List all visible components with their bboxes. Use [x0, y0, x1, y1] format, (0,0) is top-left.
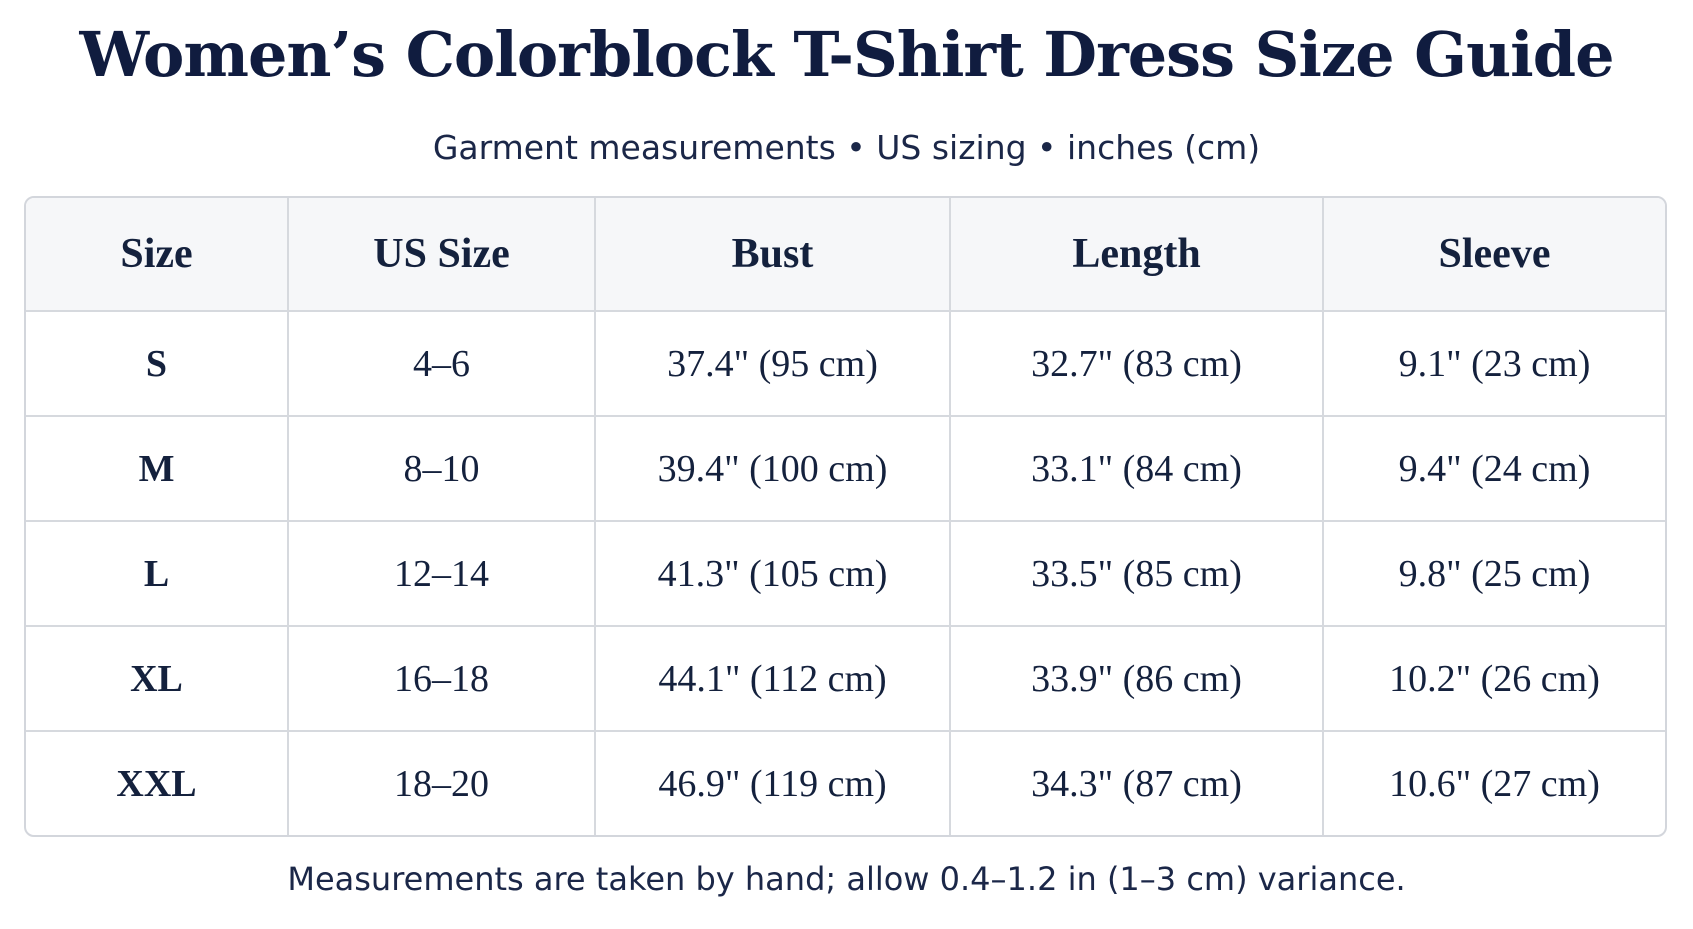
- table-cell: 8–10: [289, 417, 596, 522]
- column-header: Bust: [596, 198, 951, 312]
- column-header: Length: [951, 198, 1324, 312]
- header-row: Size US Size Bust Length Sleeve: [26, 198, 1665, 312]
- footnote: Measurements are taken by hand; allow 0.…: [287, 860, 1406, 898]
- column-header: US Size: [289, 198, 596, 312]
- table-cell: 33.5" (85 cm): [951, 522, 1324, 627]
- table-cell: 10.6" (27 cm): [1389, 762, 1600, 805]
- table-cell: 37.4" (95 cm): [596, 312, 951, 417]
- table-cell: 10.2" (26 cm): [1324, 627, 1665, 732]
- table-cell: 39.4" (100 cm): [596, 417, 951, 522]
- table-row: XXL 18–20 46.9" (119 cm) 34.3" (87 cm) 10.6"…: [26, 732, 1665, 835]
- title: Women’s Colorblock T-Shirt Dress Size Gu…: [79, 18, 1614, 91]
- table-cell: 18–20: [289, 732, 596, 835]
- table-cell: L: [26, 522, 289, 627]
- table-row: S 4–6 37.4" (95 cm) 32.7" (83 cm) 9.1" (23 c…: [26, 312, 1665, 417]
- table-cell: XL: [26, 627, 289, 732]
- table-cell: 9.8" (25 cm): [1324, 522, 1665, 627]
- table-cell: 33.9" (86 cm): [951, 627, 1324, 732]
- table-cell: 9.4" (24 cm): [1324, 417, 1665, 522]
- table-cell: 34.3" (87 cm): [951, 732, 1324, 835]
- subtitle: Garment measurements • US sizing • inche…: [432, 128, 1261, 167]
- column-header: Sleeve: [1324, 198, 1665, 312]
- table-cell: 46.9" (119 cm): [596, 732, 951, 835]
- table-body: S 4–6 37.4" (95 cm) 32.7" (83 cm) 9.1" (23 c…: [26, 312, 1665, 835]
- table-cell: 41.3" (105 cm): [596, 522, 951, 627]
- table-cell: 16–18: [289, 627, 596, 732]
- size-table: Size US Size Bust Length Sleeve S 4–6 37.4" (9…: [24, 196, 1667, 837]
- table-cell: S: [26, 312, 289, 417]
- table-row: XL 16–18 44.1" (112 cm) 33.9" (86 cm) 10.2" …: [26, 627, 1665, 732]
- column-header: Size: [26, 198, 289, 312]
- table-cell: 12–14: [289, 522, 596, 627]
- table-cell: 33.1" (84 cm): [951, 417, 1324, 522]
- table-cell: 4–6: [289, 312, 596, 417]
- table-cell: 44.1" (112 cm): [596, 627, 951, 732]
- table-cell: 9.1" (23 cm): [1324, 312, 1665, 417]
- table-row: M 8–10 39.4" (100 cm) 33.1" (84 cm) 9.4" (24…: [26, 417, 1665, 522]
- table-cell: 32.7" (83 cm): [951, 312, 1324, 417]
- table-cell: XXL: [26, 732, 289, 835]
- table-cell: M: [26, 417, 289, 522]
- table-row: L 12–14 41.3" (105 cm) 33.5" (85 cm) 9.8" (2…: [26, 522, 1665, 627]
